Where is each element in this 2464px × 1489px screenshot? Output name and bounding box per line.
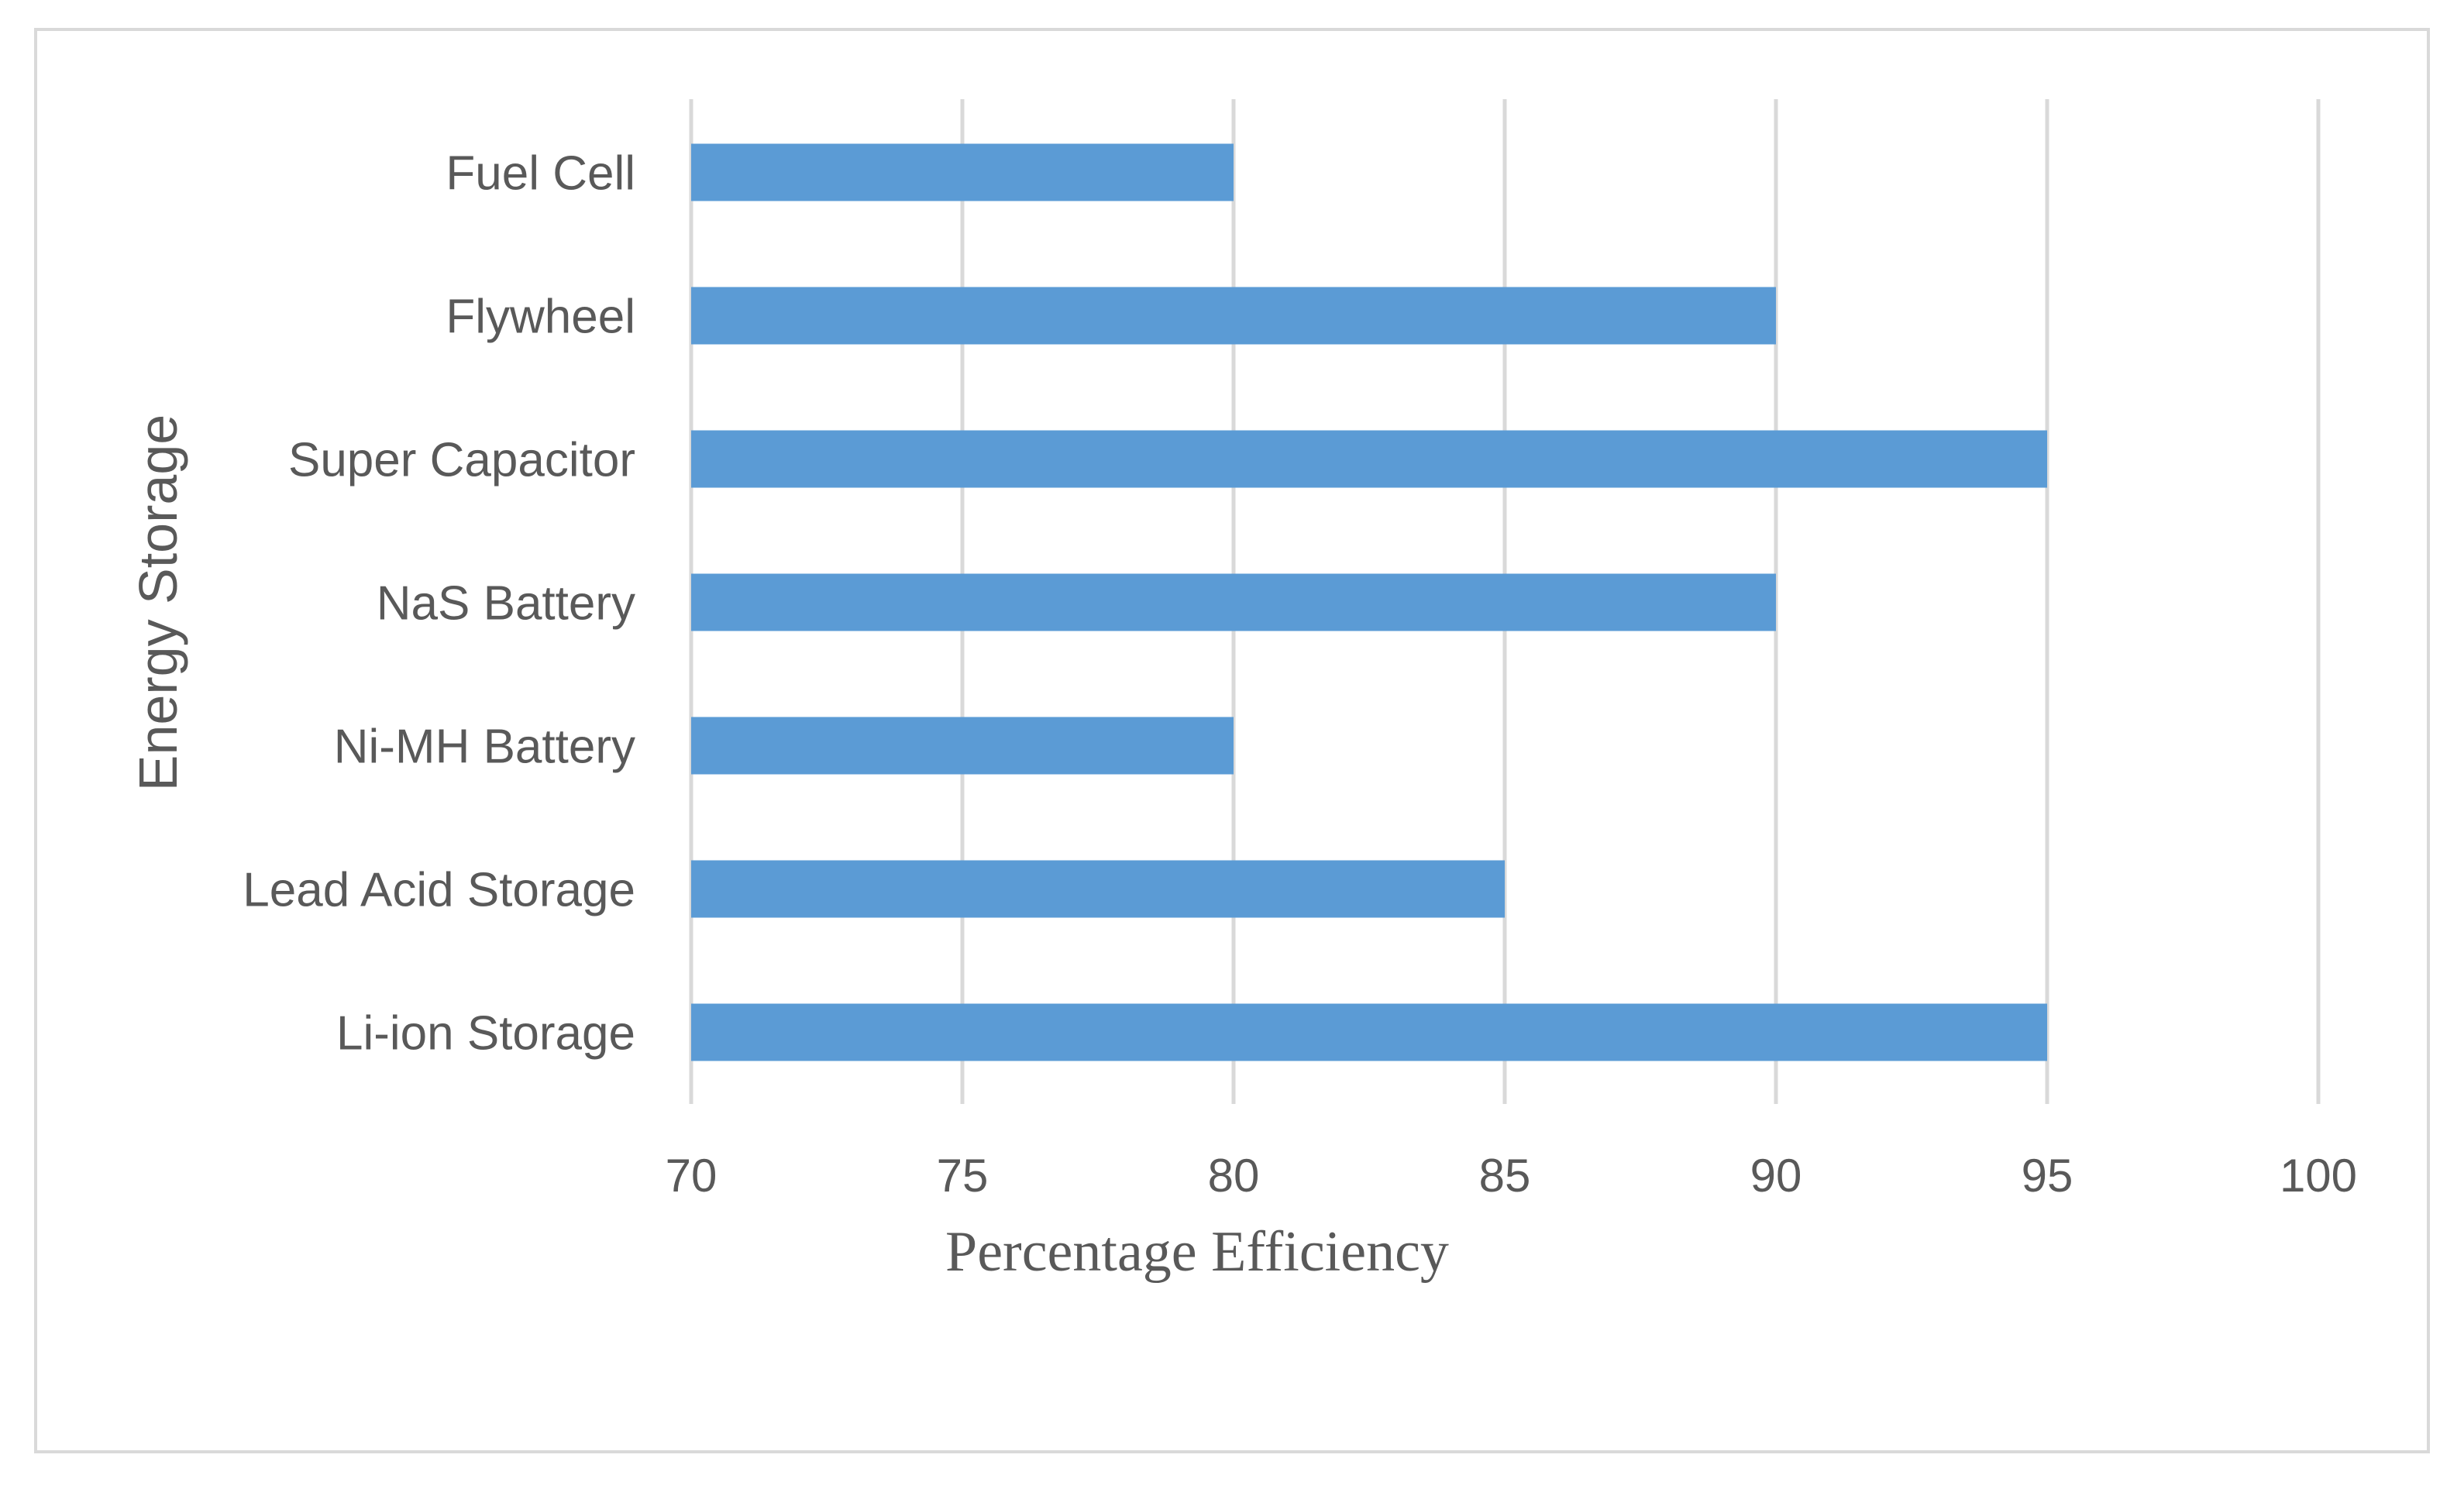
bar-fuel-cell: [691, 143, 1234, 201]
y-axis-title: Energy Storage: [128, 414, 188, 791]
x-tick-95: 95: [2022, 1150, 2073, 1202]
bar-nas-battery: [691, 573, 1776, 631]
category-label-fuel-cell: Fuel Cell: [446, 147, 635, 201]
bar-lead-acid-storage: [691, 860, 1505, 918]
bar-flywheel: [691, 287, 1776, 345]
bar-ni-mh-battery: [691, 717, 1234, 775]
bar-li-ion-storage: [691, 1003, 2047, 1061]
x-tick-100: 100: [2280, 1150, 2357, 1202]
category-label-super-capacitor: Super Capacitor: [288, 434, 635, 487]
category-label-lead-acid-storage: Lead Acid Storage: [243, 864, 635, 917]
x-tick-75: 75: [937, 1150, 989, 1202]
category-label-ni-mh-battery: Ni-MH Battery: [334, 720, 635, 774]
category-label-flywheel: Flywheel: [446, 291, 635, 344]
x-tick-70: 70: [666, 1150, 718, 1202]
bar-super-capacitor: [691, 430, 2047, 488]
x-axis-title: Percentage Efficiency: [945, 1220, 1449, 1284]
x-tick-90: 90: [1750, 1150, 1802, 1202]
category-label-nas-battery: NaS Battery: [377, 577, 635, 631]
category-label-li-ion-storage: Li-ion Storage: [336, 1007, 635, 1061]
x-tick-80: 80: [1208, 1150, 1260, 1202]
bars: [691, 143, 2047, 1061]
x-tick-labels: 70 75 80 85 90 95 100: [666, 1150, 2357, 1202]
x-tick-85: 85: [1479, 1150, 1531, 1202]
category-labels: Fuel Cell Flywheel Super Capacitor NaS Batt…: [243, 147, 635, 1061]
